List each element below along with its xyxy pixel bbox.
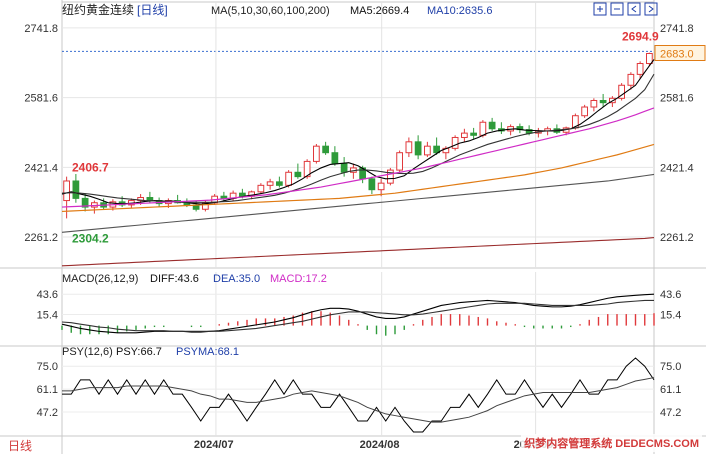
candle-body	[387, 169, 394, 184]
shrink-icon[interactable]	[610, 2, 624, 16]
psy-y-tick-left: 75.0	[37, 361, 58, 373]
candle-body	[72, 180, 80, 199]
candle-body	[146, 197, 154, 202]
macd-dea-line	[61, 299, 654, 332]
ma10-value: MA10:2635.6	[427, 5, 492, 17]
macd-diff-value: DIFF:43.6	[150, 273, 199, 285]
candle-body	[636, 63, 644, 75]
psy-y-tick-right: 47.2	[660, 407, 681, 419]
candle-body	[646, 53, 653, 65]
macd-dea-value: DEA:35.0	[213, 273, 260, 285]
main-y-tick-right: 2261.2	[660, 232, 694, 244]
main-y-tick-left: 2581.6	[24, 93, 58, 105]
candle-body	[433, 145, 440, 154]
price-annotations: 2694.9 2406.7 2304.2 2683.0	[72, 29, 706, 245]
main-y-tick-left: 2421.4	[24, 162, 58, 174]
x-tick-label: 2024/07	[194, 439, 234, 451]
candle-body	[285, 171, 292, 186]
candle-body	[479, 121, 487, 136]
ma-line-ma200	[61, 236, 655, 267]
psy-y-tick-left: 61.1	[37, 384, 58, 396]
candle-body	[599, 99, 607, 104]
macd-diff-line	[61, 293, 655, 334]
move-left-icon[interactable]	[627, 2, 641, 16]
candle-body	[488, 121, 496, 130]
ma-line-ma60	[61, 143, 655, 213]
candle-body	[618, 84, 625, 99]
candle-body	[424, 145, 431, 156]
candle-body	[276, 181, 283, 186]
price-annotation: 2406.7	[72, 161, 109, 175]
main-y-tick-right: 2741.8	[660, 23, 694, 35]
candle-body	[368, 178, 376, 191]
psy-panel: 75.0 75.0 61.1 61.1 47.2 47.2	[37, 357, 681, 433]
chart-title: 纽约黄金连续	[62, 2, 134, 17]
macd-label: MACD(26,12,9)	[62, 273, 138, 285]
candle-body	[63, 180, 70, 202]
toolbar-icons	[593, 2, 658, 16]
candle-body	[405, 141, 413, 154]
ma-line-ma30	[61, 107, 655, 208]
main-y-tick-right: 2581.6	[660, 93, 694, 105]
candle-body	[461, 132, 468, 138]
x-tick-label: 2024/08	[360, 439, 400, 451]
psy-label: PSY(12,6)	[62, 346, 113, 358]
moving-average-lines	[61, 59, 655, 267]
candle-body	[377, 182, 385, 191]
grid-lines	[62, 2, 654, 436]
candlestick-series	[63, 52, 653, 219]
macd-y-tick-left: 15.4	[37, 310, 58, 322]
candle-body	[451, 136, 459, 149]
macd-y-tick-right: 43.6	[660, 289, 681, 301]
candle-body	[257, 184, 265, 193]
candle-body	[266, 181, 274, 186]
macd-panel: 43.6 43.6 15.4 15.4	[37, 289, 681, 336]
main-y-tick-right: 2421.4	[660, 162, 694, 174]
psy-line-psy	[62, 357, 655, 433]
price-annotation: 2694.9	[622, 29, 659, 43]
main-y-tick-left: 2741.8	[24, 23, 58, 35]
expand-icon[interactable]	[593, 2, 607, 16]
candle-body	[590, 99, 598, 108]
psyma-value: PSYMA:68.1	[176, 346, 239, 358]
price-annotation: 2304.2	[72, 231, 109, 245]
candle-body	[414, 141, 422, 156]
macd-y-tick-left: 43.6	[37, 289, 58, 301]
last-price-badge-text: 2683.0	[660, 49, 694, 61]
macd-macd-value: MACD:17.2	[270, 273, 327, 285]
candle-body	[627, 73, 635, 86]
candle-body	[313, 145, 320, 162]
ma-line-ma10	[61, 73, 655, 203]
last-price-badge	[654, 45, 706, 62]
psy-y-tick-right: 75.0	[660, 361, 681, 373]
psy-value: PSY:66.7	[116, 346, 162, 358]
move-right-icon[interactable]	[644, 2, 658, 16]
bottom-left-period-label[interactable]: 日线	[8, 439, 32, 453]
candle-body	[294, 171, 302, 178]
ma5-value: MA5:2669.4	[350, 5, 409, 17]
period-label[interactable]: [日线]	[137, 3, 168, 17]
main-y-tick-left: 2261.2	[24, 232, 58, 244]
candle-body	[581, 106, 588, 117]
psy-y-tick-left: 47.2	[37, 407, 58, 419]
psy-line-psyma	[62, 377, 655, 423]
candle-body	[81, 197, 89, 208]
candle-body	[303, 160, 311, 178]
candle-body	[322, 145, 329, 154]
candle-body	[470, 132, 477, 136]
ma-params-label: MA(5,10,30,60,100,200)	[211, 5, 330, 17]
candle-body	[340, 163, 348, 173]
candle-body	[396, 152, 403, 171]
candle-body	[331, 152, 339, 165]
ma-line-ma100	[61, 173, 655, 233]
macd-y-tick-right: 15.4	[660, 310, 681, 322]
psy-y-tick-right: 61.1	[660, 384, 681, 396]
watermark: 织梦内容管理系统 DEDECMS.COM	[521, 434, 702, 452]
